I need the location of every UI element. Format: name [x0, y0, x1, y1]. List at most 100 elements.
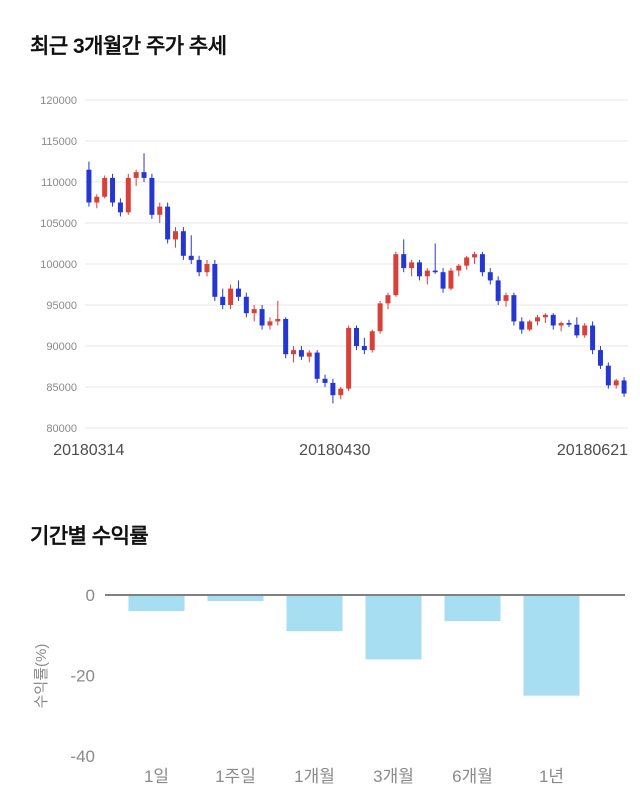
candle-body [188, 255, 194, 260]
candle [306, 350, 312, 363]
candle [165, 202, 171, 244]
candle [204, 259, 210, 277]
candle-body [472, 254, 478, 258]
candle [503, 292, 509, 307]
candle-body [354, 327, 359, 346]
candle-body [416, 262, 422, 277]
candle [566, 319, 572, 328]
candle [338, 387, 344, 400]
y-tick-label: 120000 [40, 95, 77, 107]
y-tick-label: 90000 [46, 341, 77, 353]
y-axis-tick-labels: 0 -20 -40 [70, 586, 95, 766]
candle [401, 239, 407, 273]
candle [621, 377, 627, 397]
y-axis-tick-labels: 80000 85000 90000 95000 100000 105000 110000 11… [40, 95, 77, 435]
y-tick-label: 100000 [40, 259, 77, 271]
y-tick-label: 110000 [41, 177, 77, 189]
candle [448, 268, 454, 291]
price-trend-title: 최근 3개월간 주가 추세 [30, 35, 227, 58]
candle [487, 268, 493, 285]
candle-body [519, 321, 525, 330]
candle [251, 305, 257, 322]
y-axis-title: 수익률(%) [33, 644, 50, 709]
candle-body [393, 254, 399, 296]
candle-body [243, 296, 249, 314]
candle-body [424, 270, 430, 277]
candle [597, 346, 603, 369]
candle [432, 243, 438, 274]
candle-body [377, 303, 383, 332]
candle [574, 317, 580, 338]
candle-body [157, 206, 163, 215]
candle [440, 268, 446, 293]
candle [314, 350, 320, 383]
candle-body [204, 264, 210, 273]
candle-body [558, 323, 564, 326]
candle-body [511, 295, 517, 322]
category-label: 6개월 [452, 767, 493, 786]
candle [228, 284, 234, 310]
candle-body [464, 257, 470, 266]
candle [542, 313, 548, 324]
candle-body [235, 288, 241, 297]
candle-body [220, 296, 226, 305]
candle-body [361, 346, 367, 351]
candle-body [621, 380, 627, 394]
candlestick-series [86, 153, 627, 404]
candle-body [582, 325, 588, 336]
candle-body [613, 380, 619, 386]
candle [157, 202, 163, 223]
candle-body [574, 324, 580, 336]
candle-body [267, 321, 273, 326]
y-tick-label: 105000 [40, 218, 77, 230]
candle [196, 255, 202, 277]
candle-body [542, 314, 548, 318]
candle-body [503, 295, 509, 301]
candle [605, 362, 611, 389]
candle-body [566, 323, 572, 325]
category-label: 1일 [144, 767, 169, 786]
candle [582, 323, 588, 338]
x-date-label: 20180621 [557, 442, 628, 459]
candle [133, 169, 139, 187]
candle-body [102, 177, 108, 197]
candle-body [133, 172, 139, 178]
category-label: 3개월 [373, 767, 414, 786]
candle-body [259, 309, 265, 326]
candle [259, 305, 265, 330]
x-axis-date-labels: 20180314 20180430 20180621 [53, 442, 628, 459]
candle [110, 173, 116, 207]
candle-body [330, 382, 336, 396]
candle [94, 194, 100, 209]
return-bar [286, 595, 343, 632]
candle-body [527, 321, 533, 330]
candle-body [338, 388, 344, 396]
candle-body [346, 327, 352, 389]
candle [220, 288, 226, 310]
candle [393, 251, 399, 297]
candle [479, 251, 485, 277]
candle-body [550, 314, 556, 326]
candle [495, 276, 501, 305]
candle [212, 259, 218, 301]
candle-body [173, 231, 178, 240]
bar-series [128, 595, 580, 696]
candle-body [385, 295, 391, 304]
candle-body [314, 352, 320, 379]
candle [86, 161, 92, 207]
candle [558, 321, 564, 332]
return-bar [207, 595, 264, 602]
candle-body [597, 350, 603, 366]
candle-body [149, 177, 155, 215]
candle-body [479, 254, 485, 273]
candle [149, 173, 155, 219]
candle [511, 292, 517, 326]
y-tick-label: 80000 [46, 423, 77, 435]
price-candlestick-chart: 80000 85000 90000 95000 100000 105000 110000 11… [40, 95, 628, 459]
candle-body [440, 272, 446, 289]
candle [298, 346, 304, 360]
candle [409, 259, 415, 277]
candle-body [110, 177, 116, 203]
candle [346, 325, 352, 392]
candle [590, 321, 596, 355]
